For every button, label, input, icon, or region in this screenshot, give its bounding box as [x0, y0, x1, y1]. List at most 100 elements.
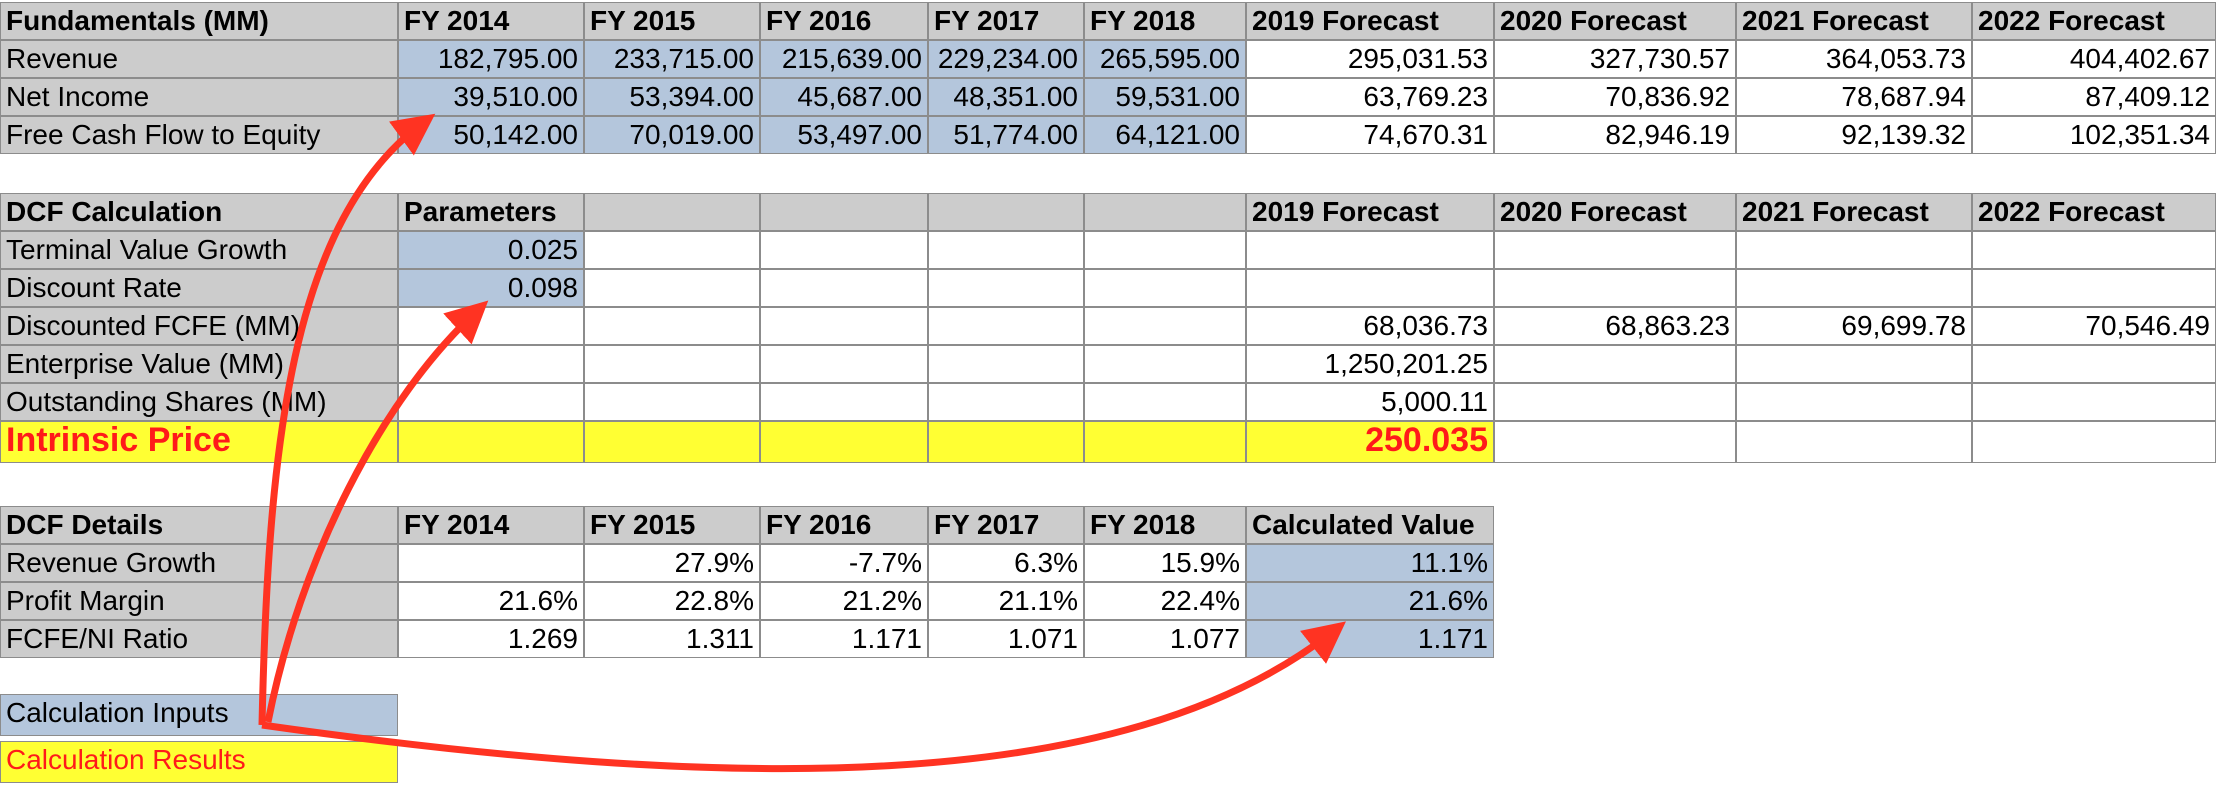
fundamentals-header-cell[interactable]: FY 2014: [398, 2, 584, 40]
dcf-calc-value-cell[interactable]: [1084, 383, 1246, 421]
fundamentals-value-cell[interactable]: 53,394.00: [584, 78, 760, 116]
dcf-calc-value-cell[interactable]: [1084, 345, 1246, 383]
dcf-calc-value-cell[interactable]: 0.098: [398, 269, 584, 307]
dcf-details-header-cell[interactable]: FY 2018: [1084, 506, 1246, 544]
fundamentals-value-cell[interactable]: 70,836.92: [1494, 78, 1736, 116]
fundamentals-header-cell[interactable]: 2022 Forecast: [1972, 2, 2216, 40]
dcf-details-value-cell[interactable]: 1.311: [584, 620, 760, 658]
dcf-calc-value-cell[interactable]: [1494, 383, 1736, 421]
dcf-calc-header-cell[interactable]: Parameters: [398, 193, 584, 231]
dcf-details-value-cell[interactable]: 22.8%: [584, 582, 760, 620]
fundamentals-value-cell[interactable]: 45,687.00: [760, 78, 928, 116]
dcf-calc-value-cell[interactable]: 70,546.49: [1972, 307, 2216, 345]
dcf-calc-value-cell[interactable]: [760, 307, 928, 345]
intrinsic-price-blank[interactable]: [584, 421, 760, 463]
intrinsic-price-blank[interactable]: [928, 421, 1084, 463]
dcf-calc-blank[interactable]: [1972, 421, 2216, 463]
dcf-calc-value-cell[interactable]: [1972, 231, 2216, 269]
dcf-calc-value-cell[interactable]: [584, 345, 760, 383]
fundamentals-value-cell[interactable]: 215,639.00: [760, 40, 928, 78]
dcf-details-value-cell[interactable]: 21.6%: [1246, 582, 1494, 620]
dcf-calc-value-cell[interactable]: [1736, 345, 1972, 383]
fundamentals-value-cell[interactable]: 59,531.00: [1084, 78, 1246, 116]
dcf-calc-header-cell[interactable]: 2020 Forecast: [1494, 193, 1736, 231]
fundamentals-value-cell[interactable]: 70,019.00: [584, 116, 760, 154]
dcf-calc-value-cell[interactable]: [760, 269, 928, 307]
fundamentals-value-cell[interactable]: 78,687.94: [1736, 78, 1972, 116]
dcf-calc-value-cell[interactable]: [928, 383, 1084, 421]
fundamentals-value-cell[interactable]: 53,497.00: [760, 116, 928, 154]
dcf-details-value-cell[interactable]: 21.2%: [760, 582, 928, 620]
dcf-calc-value-cell[interactable]: 69,699.78: [1736, 307, 1972, 345]
fundamentals-value-cell[interactable]: 102,351.34: [1972, 116, 2216, 154]
dcf-calc-value-cell[interactable]: [1084, 231, 1246, 269]
dcf-calc-value-cell[interactable]: [928, 307, 1084, 345]
dcf-calc-value-cell[interactable]: [398, 383, 584, 421]
dcf-details-header-cell[interactable]: FY 2014: [398, 506, 584, 544]
fundamentals-header-cell[interactable]: 2020 Forecast: [1494, 2, 1736, 40]
dcf-calc-row-label[interactable]: Discounted FCFE (MM): [0, 307, 398, 345]
dcf-calc-row-label[interactable]: Outstanding Shares (MM): [0, 383, 398, 421]
dcf-calc-blank[interactable]: [1736, 421, 1972, 463]
fundamentals-header-cell[interactable]: FY 2018: [1084, 2, 1246, 40]
intrinsic-price-blank[interactable]: [760, 421, 928, 463]
dcf-calc-value-cell[interactable]: 5,000.11: [1246, 383, 1494, 421]
dcf-calc-value-cell[interactable]: [584, 231, 760, 269]
dcf-details-value-cell[interactable]: 6.3%: [928, 544, 1084, 582]
dcf-calc-value-cell[interactable]: 0.025: [398, 231, 584, 269]
dcf-calc-value-cell[interactable]: [1494, 231, 1736, 269]
dcf-calc-value-cell[interactable]: [1246, 269, 1494, 307]
dcf-calc-value-cell[interactable]: 68,863.23: [1494, 307, 1736, 345]
dcf-details-header-cell[interactable]: DCF Details: [0, 506, 398, 544]
fundamentals-value-cell[interactable]: 295,031.53: [1246, 40, 1494, 78]
dcf-calc-header-cell[interactable]: 2019 Forecast: [1246, 193, 1494, 231]
dcf-calc-blank[interactable]: [1494, 421, 1736, 463]
intrinsic-price-label[interactable]: Intrinsic Price: [0, 421, 398, 463]
dcf-calc-value-cell[interactable]: [1736, 269, 1972, 307]
dcf-calc-value-cell[interactable]: [1246, 231, 1494, 269]
fundamentals-value-cell[interactable]: 182,795.00: [398, 40, 584, 78]
fundamentals-row-label[interactable]: Free Cash Flow to Equity: [0, 116, 398, 154]
dcf-details-row-label[interactable]: Profit Margin: [0, 582, 398, 620]
fundamentals-row-label[interactable]: Net Income: [0, 78, 398, 116]
dcf-details-value-cell[interactable]: 15.9%: [1084, 544, 1246, 582]
fundamentals-value-cell[interactable]: 233,715.00: [584, 40, 760, 78]
dcf-calc-value-cell[interactable]: [584, 307, 760, 345]
dcf-details-header-cell[interactable]: Calculated Value: [1246, 506, 1494, 544]
dcf-calc-value-cell[interactable]: [1972, 383, 2216, 421]
fundamentals-value-cell[interactable]: 64,121.00: [1084, 116, 1246, 154]
dcf-calc-value-cell[interactable]: [398, 307, 584, 345]
dcf-calc-header-cell[interactable]: DCF Calculation: [0, 193, 398, 231]
intrinsic-price-blank[interactable]: [398, 421, 584, 463]
fundamentals-value-cell[interactable]: 50,142.00: [398, 116, 584, 154]
dcf-calc-header-cell[interactable]: [1084, 193, 1246, 231]
fundamentals-value-cell[interactable]: 82,946.19: [1494, 116, 1736, 154]
dcf-details-value-cell[interactable]: 11.1%: [1246, 544, 1494, 582]
dcf-details-value-cell[interactable]: 1.171: [1246, 620, 1494, 658]
intrinsic-price-blank[interactable]: [1084, 421, 1246, 463]
dcf-details-value-cell[interactable]: 1.171: [760, 620, 928, 658]
fundamentals-value-cell[interactable]: 63,769.23: [1246, 78, 1494, 116]
fundamentals-header-cell[interactable]: FY 2017: [928, 2, 1084, 40]
dcf-calc-value-cell[interactable]: [1972, 269, 2216, 307]
dcf-details-row-label[interactable]: Revenue Growth: [0, 544, 398, 582]
dcf-details-value-cell[interactable]: 1.269: [398, 620, 584, 658]
fundamentals-value-cell[interactable]: 39,510.00: [398, 78, 584, 116]
dcf-calc-header-cell[interactable]: 2022 Forecast: [1972, 193, 2216, 231]
dcf-calc-value-cell[interactable]: [928, 345, 1084, 383]
dcf-calc-value-cell[interactable]: [398, 345, 584, 383]
dcf-details-value-cell[interactable]: 1.077: [1084, 620, 1246, 658]
dcf-calc-row-label[interactable]: Discount Rate: [0, 269, 398, 307]
fundamentals-header-cell[interactable]: Fundamentals (MM): [0, 2, 398, 40]
dcf-calc-value-cell[interactable]: [1494, 345, 1736, 383]
dcf-details-value-cell[interactable]: 21.1%: [928, 582, 1084, 620]
dcf-details-row-label[interactable]: FCFE/NI Ratio: [0, 620, 398, 658]
dcf-calc-value-cell[interactable]: [1084, 307, 1246, 345]
legend-calculation-results[interactable]: Calculation Results: [0, 741, 398, 783]
dcf-details-header-cell[interactable]: FY 2015: [584, 506, 760, 544]
fundamentals-header-cell[interactable]: 2021 Forecast: [1736, 2, 1972, 40]
fundamentals-header-cell[interactable]: FY 2015: [584, 2, 760, 40]
dcf-calc-value-cell[interactable]: [928, 231, 1084, 269]
dcf-details-header-cell[interactable]: FY 2016: [760, 506, 928, 544]
dcf-details-value-cell[interactable]: 1.071: [928, 620, 1084, 658]
